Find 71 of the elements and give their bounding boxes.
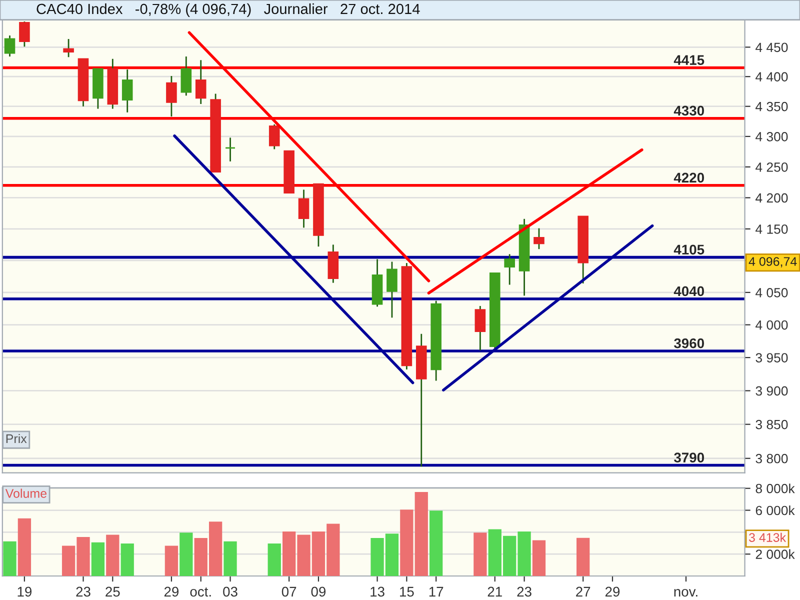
y-tick-label: 4 450: [756, 42, 788, 52]
ref-line-label: 4040: [674, 286, 704, 296]
bar: [576, 538, 590, 576]
y-tick-label: 3 800: [756, 454, 788, 464]
y-tick-label: 4 000: [756, 320, 788, 330]
y-tick-label: 4 400: [756, 72, 788, 82]
x-tick-label: nov.: [674, 589, 698, 597]
y-tick-label: 4 200: [756, 193, 788, 203]
candlestick: [19, 20, 30, 48]
candlestick: [474, 305, 486, 351]
x-tick-label: 19: [18, 586, 32, 597]
bar: [224, 541, 237, 576]
bar: [430, 510, 443, 576]
y-axis-title: Prix: [6, 434, 27, 444]
x-tick-label: 23: [76, 586, 90, 597]
bar: [3, 541, 16, 576]
bar: [120, 544, 134, 576]
candlestick: [166, 75, 177, 118]
candlestick: [63, 38, 74, 58]
x-tick-label: 09: [311, 586, 326, 597]
x-tick-label: 15: [400, 586, 414, 597]
bar: [91, 542, 105, 576]
ref-line-label: 3960: [674, 338, 704, 348]
ref-line-label: 4330: [674, 106, 704, 116]
candlestick: [268, 124, 280, 150]
candlestick: [534, 228, 544, 250]
y-tick-label: 3 950: [756, 353, 788, 362]
candlestick: [386, 261, 398, 318]
x-tick-label: 29: [605, 586, 620, 597]
text: 3 413k: [748, 532, 786, 542]
x-tick-label: 21: [488, 586, 502, 596]
ref-line-label: 4105: [674, 244, 704, 255]
y-tick-label: 3 900: [756, 386, 788, 396]
x-tick-label: 27: [576, 586, 590, 596]
bar: [268, 544, 281, 576]
y-tick-label: 4 250: [756, 162, 788, 172]
y-tick-label: 6 000k: [756, 505, 795, 516]
y-tick-label: 4 150: [756, 224, 788, 234]
x-tick-label: 03: [223, 586, 238, 597]
bar: [18, 518, 32, 576]
x-tick-label: 07: [282, 586, 296, 597]
ref-line-label: 4415: [674, 55, 704, 65]
candlestick: [180, 56, 192, 96]
candlestick: [122, 68, 133, 114]
bar: [106, 534, 120, 576]
x-tick-label: 25: [106, 586, 120, 597]
y-tick-label: 4 050: [756, 288, 788, 298]
candlestick: [298, 188, 310, 228]
x-tick-label: 13: [370, 586, 384, 597]
x-tick-label: 17: [429, 586, 444, 596]
y-tick-label: 4 300: [756, 132, 788, 142]
y-tick-label: 2 000k: [756, 549, 795, 559]
y-tick-label: 4 350: [756, 102, 788, 112]
candlestick: [504, 253, 515, 286]
ref-line-label: 3790: [674, 452, 704, 463]
bar: [180, 532, 193, 576]
candlestick: [4, 34, 16, 58]
candlestick: [224, 136, 236, 162]
x-tick-label: 29: [164, 586, 179, 597]
y-tick-label: 8 000k: [756, 484, 795, 494]
text: 4 096,74: [748, 257, 797, 268]
bar: [532, 540, 546, 576]
candlestick: [195, 59, 206, 105]
x-tick-label: oct.: [190, 588, 211, 597]
chart-title: CAC40 Index -0,78% (4 096,74) Journalier 27 oct. 2014: [36, 3, 420, 17]
bar: [164, 546, 178, 576]
bar: [474, 532, 487, 576]
x-tick-label: 23: [517, 586, 532, 597]
y-axis-title: Volume: [5, 488, 47, 498]
ref-line-label: 4220: [674, 172, 704, 183]
y-tick-label: 3 850: [756, 420, 788, 430]
